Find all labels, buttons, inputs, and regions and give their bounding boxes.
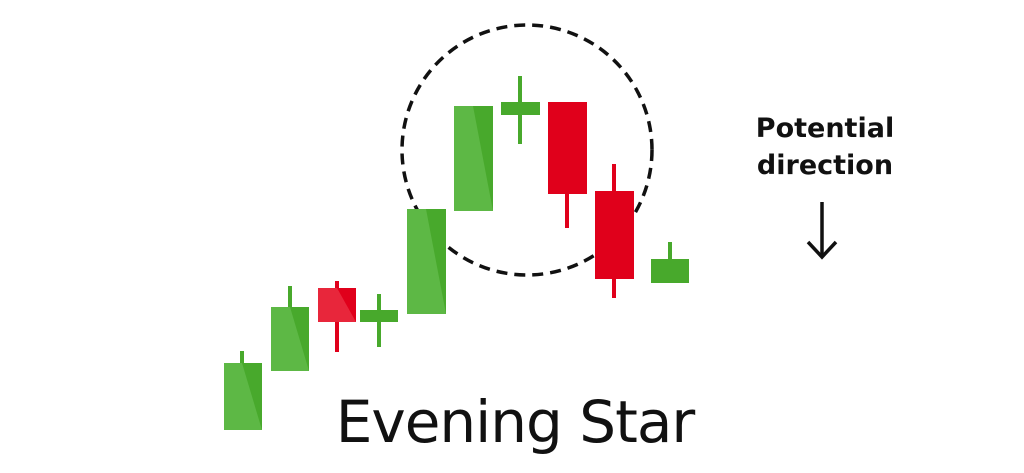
- candle-8-bearish: [548, 102, 587, 228]
- candle-1-bullish: [224, 351, 262, 430]
- down-arrow-icon: [806, 202, 838, 260]
- potential-direction-label: Potential direction: [745, 110, 905, 184]
- pattern-highlight-circle: [400, 23, 654, 277]
- candle-6-bullish: [454, 106, 493, 211]
- candle-9-bearish: [595, 164, 634, 298]
- candle-2-bullish: [271, 286, 309, 371]
- candle-5-bullish: [407, 209, 446, 314]
- direction-line-1: Potential: [755, 113, 895, 144]
- candle-10-bullish: [651, 242, 689, 283]
- direction-line-2: direction: [756, 150, 894, 181]
- candle-7-star: [501, 76, 540, 144]
- candle-3-bearish: [318, 281, 356, 352]
- candle-4-bullish: [360, 294, 398, 347]
- pattern-title: Evening Star: [335, 388, 696, 456]
